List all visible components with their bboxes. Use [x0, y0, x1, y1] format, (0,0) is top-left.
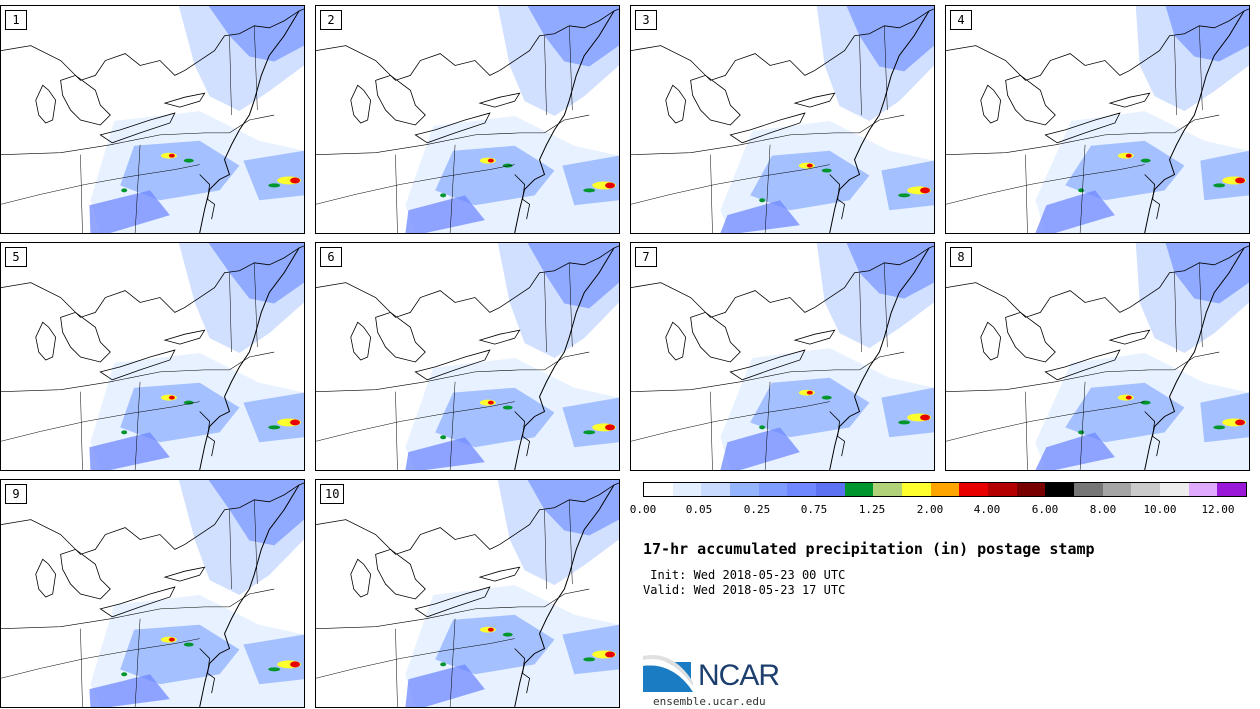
colorbar-tick-label: 10.00: [1143, 503, 1177, 516]
colorbar-segment: [1188, 483, 1218, 496]
map-panel: 9: [0, 479, 305, 708]
panel-number: 1: [5, 10, 27, 30]
colorbar-segment: [1160, 483, 1189, 496]
map-panel: 8: [945, 242, 1250, 471]
map-panel: 4: [945, 5, 1250, 234]
precip-map: [946, 6, 1249, 233]
colorbar-segment: [1016, 483, 1046, 496]
map-panel: 3: [630, 5, 935, 234]
colorbar-tick-label: 6.00: [1031, 503, 1059, 516]
colorbar-segment: [902, 483, 931, 496]
panel-number: 8: [950, 247, 972, 267]
precip-map: [946, 243, 1249, 470]
colorbar-segment: [1074, 483, 1103, 496]
panel-number: 4: [950, 10, 972, 30]
panel-number: 10: [320, 484, 345, 504]
colorbar-segment: [930, 483, 960, 496]
panel-number: 9: [5, 484, 27, 504]
init-time: Init: Wed 2018-05-23 00 UTC: [643, 568, 846, 582]
colorbar-segment: [758, 483, 788, 496]
colorbar-segment: [844, 483, 874, 496]
map-panel: 7: [630, 242, 935, 471]
site-url: ensemble.ucar.edu: [653, 695, 766, 708]
precip-map: [316, 6, 619, 233]
colorbar-tick-label: 8.00: [1089, 503, 1117, 516]
panel-number: 2: [320, 10, 342, 30]
panel-number: 7: [635, 247, 657, 267]
precip-map: [316, 480, 619, 707]
precip-map: [631, 6, 934, 233]
colorbar-segment: [1045, 483, 1075, 496]
valid-time: Valid: Wed 2018-05-23 17 UTC: [643, 583, 846, 597]
colorbar-tick-label: 0.00: [629, 503, 657, 516]
colorbar-segment: [988, 483, 1017, 496]
colorbar-segment: [873, 483, 903, 496]
map-panel: 10: [315, 479, 620, 708]
precip-map: [316, 243, 619, 470]
colorbar-tick-label: 1.25: [858, 503, 886, 516]
panel-number: 5: [5, 247, 27, 267]
colorbar-segment: [672, 483, 702, 496]
precip-map: [1, 243, 304, 470]
map-panel: 5: [0, 242, 305, 471]
map-panel: 1: [0, 5, 305, 234]
colorbar-segment: [644, 483, 673, 496]
map-panel: 2: [315, 5, 620, 234]
precip-map: [631, 243, 934, 470]
ncar-logo-icon: [643, 655, 693, 692]
colorbar-tick-label: 0.75: [800, 503, 828, 516]
colorbar-segment: [1102, 483, 1132, 496]
colorbar-segment: [1131, 483, 1161, 496]
panel-number: 6: [320, 247, 342, 267]
colorbar-tick-label: 4.00: [973, 503, 1001, 516]
colorbar-segment: [959, 483, 989, 496]
colorbar-segment: [701, 483, 731, 496]
ncar-logo-text: NCAR: [698, 659, 780, 692]
colorbar-tick-label: 0.25: [743, 503, 771, 516]
precip-colorbar: [643, 482, 1247, 497]
colorbar-tick-label: 0.05: [685, 503, 713, 516]
precip-map: [1, 6, 304, 233]
chart-title: 17-hr accumulated precipitation (in) pos…: [643, 540, 1095, 558]
colorbar-segment: [730, 483, 759, 496]
map-panel: 6: [315, 242, 620, 471]
precip-map: [1, 480, 304, 707]
colorbar-segment: [787, 483, 817, 496]
colorbar-tick-label: 12.00: [1201, 503, 1235, 516]
colorbar-segment: [1217, 483, 1247, 496]
colorbar-tick-label: 2.00: [916, 503, 944, 516]
panel-number: 3: [635, 10, 657, 30]
colorbar-segment: [816, 483, 845, 496]
